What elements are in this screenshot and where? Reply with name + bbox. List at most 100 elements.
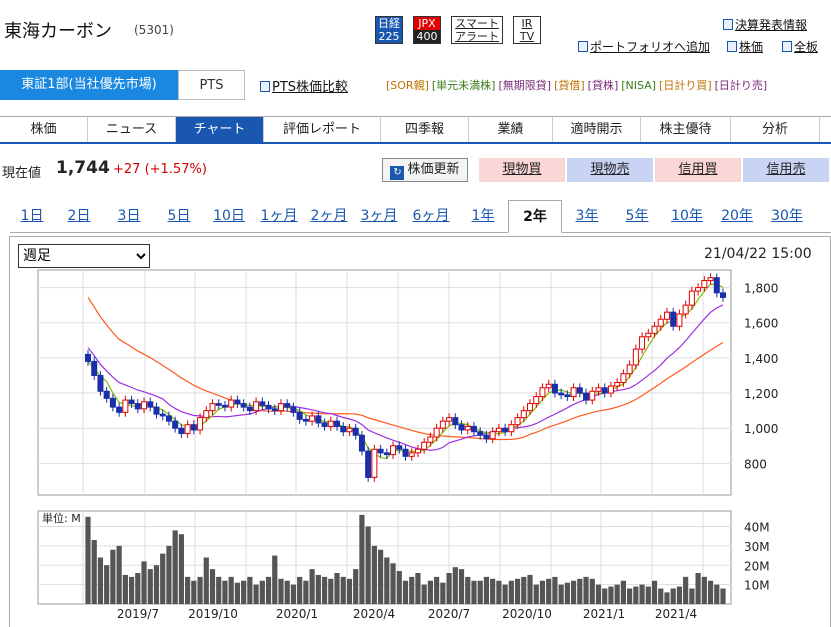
period-tab[interactable]: 3日 bbox=[117, 208, 141, 224]
stock-price-link[interactable]: 株価 bbox=[727, 38, 763, 55]
margin-sell-button[interactable]: 信用売 bbox=[743, 158, 829, 182]
trading-tag[interactable]: [日計り買] bbox=[659, 79, 712, 92]
period-tab[interactable]: 6ヶ月 bbox=[412, 208, 450, 224]
price-plot-area bbox=[37, 269, 732, 496]
smart-badge-bottom: アラート bbox=[455, 30, 499, 43]
nav-tab[interactable]: 評価レポート bbox=[264, 117, 381, 142]
period-tab[interactable]: 1日 bbox=[20, 208, 44, 224]
volume-bar bbox=[639, 584, 645, 604]
candlestick bbox=[489, 431, 496, 440]
nav-tab[interactable]: 業績 bbox=[469, 117, 553, 142]
volume-bar bbox=[259, 580, 265, 604]
nav-tab[interactable]: チャート bbox=[176, 117, 264, 142]
all-board-link[interactable]: 全板 bbox=[782, 38, 818, 55]
volume-bar bbox=[533, 584, 539, 604]
period-tab[interactable]: 2日 bbox=[67, 208, 91, 224]
period-tab[interactable]: 5年 bbox=[625, 208, 649, 224]
nav-tab[interactable]: 株主優待 bbox=[641, 117, 731, 142]
period-tab[interactable]: 10日 bbox=[213, 208, 245, 224]
volume-bar bbox=[390, 563, 396, 604]
period-tab[interactable]: 10年 bbox=[671, 208, 703, 224]
x-tick-label: 2020/1 bbox=[276, 607, 318, 621]
earnings-link[interactable]: 決算発表情報 bbox=[723, 16, 807, 33]
volume-bar bbox=[321, 576, 328, 604]
nav-tab[interactable]: 株価 bbox=[0, 117, 88, 142]
volume-bar bbox=[247, 576, 253, 604]
volume-bar bbox=[508, 580, 514, 604]
trading-tag[interactable]: [日計り売] bbox=[714, 79, 768, 92]
price-change: +27 (+1.57%) bbox=[113, 162, 207, 177]
market-tab-pts[interactable]: PTS bbox=[178, 70, 245, 100]
nav-tab[interactable]: 分析 bbox=[731, 117, 820, 142]
volume-bar bbox=[502, 584, 508, 604]
ir-tv-badge[interactable]: IR TV bbox=[513, 16, 541, 44]
period-tab[interactable]: 1ヶ月 bbox=[260, 208, 298, 224]
nav-tab[interactable]: 四季報 bbox=[381, 117, 469, 142]
period-tab[interactable]: 2年 bbox=[508, 200, 562, 233]
candlestick bbox=[458, 424, 465, 431]
volume-bar bbox=[452, 567, 458, 604]
candlestick bbox=[402, 448, 409, 457]
period-tab[interactable]: 20年 bbox=[721, 208, 753, 224]
trading-tag[interactable]: [貸借] bbox=[554, 79, 585, 92]
nav-tab[interactable]: ニュース bbox=[88, 117, 176, 142]
volume-bar bbox=[172, 530, 178, 604]
cash-buy-button[interactable]: 現物買 bbox=[479, 158, 565, 182]
volume-bar bbox=[402, 580, 409, 604]
x-tick-label: 2020/10 bbox=[502, 607, 552, 621]
volume-bar bbox=[577, 578, 583, 604]
candlestick bbox=[228, 399, 235, 408]
volume-bar bbox=[415, 573, 421, 604]
price-tick-label: 800 bbox=[744, 457, 767, 471]
trading-tags: [SOR親] [単元未満株] [無期限貸] [貸借] [貸株] [NISA] [日計り買][… bbox=[386, 77, 770, 93]
trading-tag[interactable]: [貸株] bbox=[587, 79, 619, 92]
candlestick bbox=[352, 427, 359, 436]
candlestick bbox=[377, 448, 384, 454]
trading-tag[interactable]: [SOR親] bbox=[386, 79, 429, 92]
period-tab[interactable]: 3年 bbox=[575, 208, 599, 224]
market-tab-primary[interactable]: 東証1部(当社優先市場) bbox=[0, 70, 178, 100]
trading-tag[interactable]: [無期限貸] bbox=[498, 79, 552, 92]
pts-compare-link[interactable]: PTS株価比較 bbox=[260, 76, 348, 95]
candlestick bbox=[85, 353, 91, 362]
candlestick bbox=[433, 427, 440, 438]
nav-tab[interactable]: 適時開示 bbox=[553, 117, 641, 142]
volume-tick-label: 30M bbox=[744, 540, 770, 554]
trading-tag[interactable]: [NISA] bbox=[621, 79, 657, 92]
volume-tick-label: 10M bbox=[744, 579, 770, 593]
volume-tick-label: 20M bbox=[744, 559, 770, 573]
volume-bar bbox=[564, 582, 570, 604]
margin-buy-button[interactable]: 信用買 bbox=[655, 158, 741, 182]
smart-alert-badge[interactable]: スマート アラート bbox=[451, 16, 503, 44]
period-tab[interactable]: 1年 bbox=[471, 208, 495, 224]
candlestick bbox=[508, 424, 515, 433]
portfolio-link[interactable]: ポートフォリオへ追加 bbox=[578, 38, 710, 55]
candlestick bbox=[340, 425, 347, 433]
candlestick bbox=[614, 382, 621, 387]
volume-bar bbox=[651, 580, 658, 604]
volume-bar bbox=[97, 557, 104, 604]
period-tab[interactable]: 5日 bbox=[167, 208, 191, 224]
candlestick bbox=[645, 332, 652, 338]
volume-bar bbox=[116, 545, 122, 604]
refresh-button[interactable]: ↻ 株価更新 bbox=[382, 158, 468, 182]
period-tab[interactable]: 3ヶ月 bbox=[360, 208, 398, 224]
main-nav: 株価 ニュース チャート 評価レポート 四季報 業績 適時開示 株主優待 分析 bbox=[0, 116, 831, 144]
volume-bar bbox=[527, 574, 533, 604]
trading-tag[interactable]: [単元未満株] bbox=[431, 79, 496, 92]
jpx400-badge[interactable]: JPX 400 bbox=[413, 16, 441, 44]
candlestick bbox=[408, 452, 415, 457]
volume-bar bbox=[458, 569, 465, 604]
candlestick bbox=[688, 290, 695, 306]
volume-bar bbox=[365, 526, 371, 604]
volume-bar bbox=[701, 576, 707, 604]
cash-sell-button[interactable]: 現物売 bbox=[567, 158, 653, 182]
volume-bar bbox=[477, 580, 483, 604]
period-tab[interactable]: 30年 bbox=[771, 208, 803, 224]
candlestick bbox=[564, 394, 571, 398]
interval-select[interactable]: 週足日足月足 bbox=[18, 244, 150, 268]
volume-bar bbox=[209, 569, 216, 604]
nikkei225-badge[interactable]: 日経 225 bbox=[375, 16, 403, 44]
period-tab[interactable]: 2ヶ月 bbox=[310, 208, 348, 224]
volume-bar bbox=[278, 578, 284, 604]
